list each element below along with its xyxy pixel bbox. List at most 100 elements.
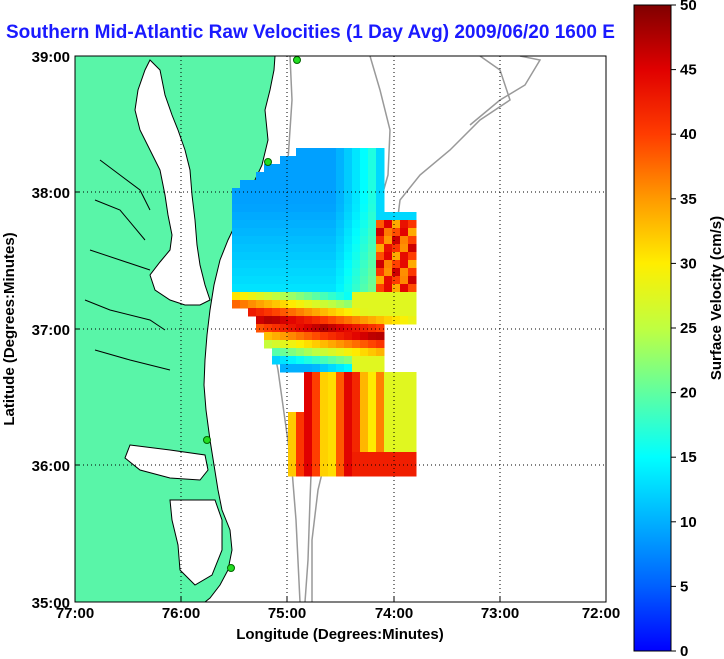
velocity-cell bbox=[256, 180, 265, 189]
velocity-cell bbox=[320, 268, 329, 277]
velocity-cell bbox=[296, 220, 305, 229]
velocity-cell bbox=[296, 244, 305, 253]
velocity-cell bbox=[320, 180, 329, 189]
velocity-cell bbox=[352, 244, 361, 253]
velocity-cell bbox=[280, 332, 289, 341]
x-tick-label: 73:00 bbox=[481, 605, 519, 622]
velocity-cell bbox=[328, 340, 337, 349]
velocity-cell bbox=[400, 268, 409, 277]
velocity-cell bbox=[312, 356, 321, 365]
velocity-cell bbox=[360, 460, 369, 469]
radar-stations bbox=[203, 56, 301, 572]
velocity-cell bbox=[280, 276, 289, 285]
velocity-cell bbox=[288, 340, 297, 349]
velocity-cell bbox=[272, 300, 281, 309]
velocity-cell bbox=[384, 292, 393, 301]
velocity-field bbox=[232, 148, 417, 477]
velocity-cell bbox=[240, 260, 249, 269]
velocity-cell bbox=[232, 220, 241, 229]
velocity-cell bbox=[256, 308, 265, 317]
velocity-cell bbox=[376, 396, 385, 405]
velocity-cell bbox=[368, 364, 377, 373]
velocity-cell bbox=[336, 340, 345, 349]
velocity-cell bbox=[384, 220, 393, 229]
velocity-cell bbox=[320, 212, 329, 221]
velocity-cell bbox=[384, 428, 393, 437]
velocity-cell bbox=[384, 396, 393, 405]
velocity-cell bbox=[336, 428, 345, 437]
velocity-cell bbox=[288, 188, 297, 197]
velocity-cell bbox=[400, 220, 409, 229]
velocity-cell bbox=[400, 444, 409, 453]
velocity-cell bbox=[360, 212, 369, 221]
velocity-cell bbox=[296, 348, 305, 357]
velocity-cell bbox=[384, 252, 393, 261]
velocity-cell bbox=[296, 268, 305, 277]
velocity-cell bbox=[368, 236, 377, 245]
velocity-cell bbox=[328, 180, 337, 189]
velocity-cell bbox=[352, 348, 361, 357]
velocity-cell bbox=[360, 252, 369, 261]
velocity-cell bbox=[288, 260, 297, 269]
velocity-cell bbox=[344, 428, 353, 437]
velocity-cell bbox=[312, 268, 321, 277]
velocity-cell bbox=[400, 228, 409, 237]
velocity-cell bbox=[272, 212, 281, 221]
velocity-cell bbox=[368, 284, 377, 293]
velocity-cell bbox=[320, 388, 329, 397]
velocity-cell bbox=[328, 396, 337, 405]
velocity-cell bbox=[336, 156, 345, 165]
velocity-cell bbox=[344, 196, 353, 205]
velocity-cell bbox=[304, 332, 313, 341]
velocity-cell bbox=[288, 324, 297, 333]
velocity-cell bbox=[368, 460, 377, 469]
velocity-cell bbox=[376, 316, 385, 325]
velocity-cell bbox=[392, 284, 401, 293]
velocity-cell bbox=[368, 268, 377, 277]
velocity-cell bbox=[328, 412, 337, 421]
velocity-cell bbox=[368, 340, 377, 349]
velocity-cell bbox=[408, 444, 417, 453]
y-tick-label: 38:00 bbox=[32, 185, 70, 202]
velocity-cell bbox=[296, 300, 305, 309]
velocity-cell bbox=[368, 452, 377, 461]
velocity-cell bbox=[328, 348, 337, 357]
velocity-cell bbox=[376, 428, 385, 437]
y-tick-label: 35:00 bbox=[32, 595, 70, 612]
velocity-cell bbox=[288, 460, 297, 469]
velocity-cell bbox=[232, 228, 241, 237]
velocity-cell bbox=[368, 156, 377, 165]
velocity-cell bbox=[344, 356, 353, 365]
velocity-cell bbox=[328, 244, 337, 253]
velocity-cell bbox=[296, 148, 305, 157]
velocity-cell bbox=[312, 412, 321, 421]
velocity-cell bbox=[304, 348, 313, 357]
velocity-cell bbox=[376, 260, 385, 269]
velocity-cell bbox=[344, 316, 353, 325]
velocity-cell bbox=[400, 412, 409, 421]
velocity-cell bbox=[296, 356, 305, 365]
velocity-cell bbox=[344, 188, 353, 197]
velocity-cell bbox=[360, 452, 369, 461]
velocity-cell bbox=[360, 436, 369, 445]
velocity-cell bbox=[320, 316, 329, 325]
velocity-cell bbox=[280, 220, 289, 229]
velocity-cell bbox=[384, 316, 393, 325]
velocity-cell bbox=[352, 292, 361, 301]
velocity-cell bbox=[408, 220, 417, 229]
velocity-cell bbox=[256, 236, 265, 245]
velocity-cell bbox=[408, 212, 417, 221]
velocity-cell bbox=[368, 332, 377, 341]
velocity-cell bbox=[256, 300, 265, 309]
velocity-cell bbox=[392, 308, 401, 317]
velocity-cell bbox=[408, 460, 417, 469]
velocity-cell bbox=[352, 380, 361, 389]
velocity-cell bbox=[272, 244, 281, 253]
velocity-cell bbox=[336, 324, 345, 333]
velocity-cell bbox=[240, 236, 249, 245]
velocity-cell bbox=[288, 236, 297, 245]
velocity-cell bbox=[328, 332, 337, 341]
station-marker bbox=[264, 158, 272, 166]
velocity-cell bbox=[272, 268, 281, 277]
velocity-cell bbox=[272, 220, 281, 229]
